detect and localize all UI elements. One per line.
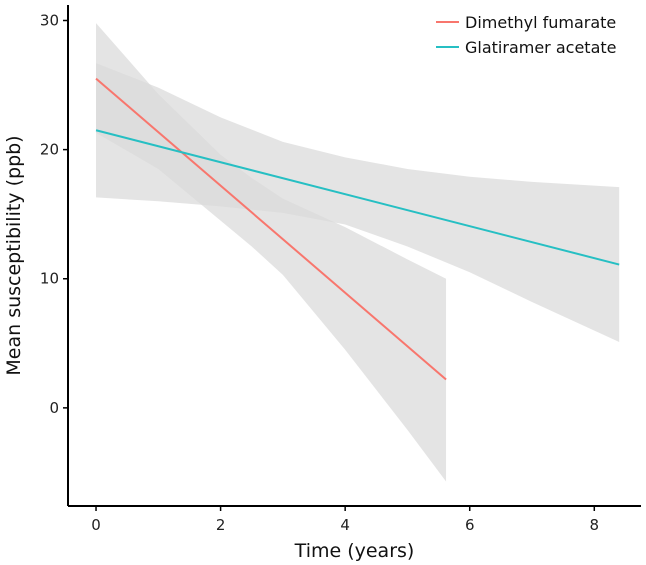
series-line-1: [95, 129, 620, 266]
x-tick-label: 6: [465, 516, 475, 534]
series-line-0: [95, 77, 447, 381]
legend: Dimethyl fumarate Glatiramer acetate: [436, 13, 616, 57]
confidence-band-1: [96, 63, 620, 343]
x-axis-label: Time (years): [294, 540, 415, 562]
x-tick-label: 2: [216, 516, 226, 534]
legend-label-0: Dimethyl fumarate: [465, 13, 616, 32]
y-tick-label: 20: [40, 141, 59, 159]
y-tick-label: 30: [40, 11, 59, 29]
y-axis-label: Mean susceptibility (ppb): [3, 135, 25, 375]
ticks: 0 2 4 6 8 0 10 20 30: [40, 11, 599, 534]
regression-lines: [95, 77, 620, 381]
legend-label-1: Glatiramer acetate: [465, 38, 616, 57]
y-tick-label: 0: [49, 399, 59, 417]
x-tick-label: 8: [590, 516, 600, 534]
axes: [67, 5, 641, 507]
y-tick-label: 10: [40, 270, 59, 288]
confidence-bands: [96, 23, 620, 482]
x-tick-label: 4: [340, 516, 350, 534]
x-tick-label: 0: [91, 516, 101, 534]
